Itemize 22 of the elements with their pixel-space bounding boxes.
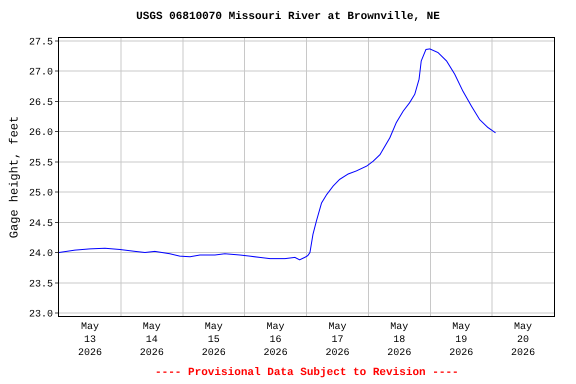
y-tick-label: 23.0 [28,309,53,320]
y-tick-label: 26.5 [28,98,53,109]
chart-title: USGS 06810070 Missouri River at Brownville, NE [136,11,440,24]
y-tick-label: 26.0 [28,128,53,140]
y-tick-label: 24.5 [28,218,53,230]
x-tick-label: May 18 2026 [387,322,412,359]
text: ---- Provisional Data Subject to Revision ---- [155,367,459,379]
x-tick-label: May 19 2026 [449,322,474,359]
y-tick-label: 24.0 [28,249,53,260]
x-tick-label: May 20 2026 [511,322,536,359]
y-tick-label: 25.0 [28,188,53,200]
y-tick-label: 27.5 [28,38,53,49]
y-tick-label: 27.0 [28,68,53,79]
line-series [59,48,496,260]
y-axis-title: Gage height, feet [7,116,22,238]
y-tick-label: 23.5 [28,279,53,290]
x-tick-label: May 15 2026 [202,322,226,359]
x-tick-label: May 17 2026 [325,322,350,359]
x-tick-label: May 16 2026 [264,322,288,359]
y-tick-label: 25.5 [28,158,53,170]
x-tick-label: May 14 2026 [140,322,164,359]
x-tick-label: May 13 2026 [78,322,102,359]
